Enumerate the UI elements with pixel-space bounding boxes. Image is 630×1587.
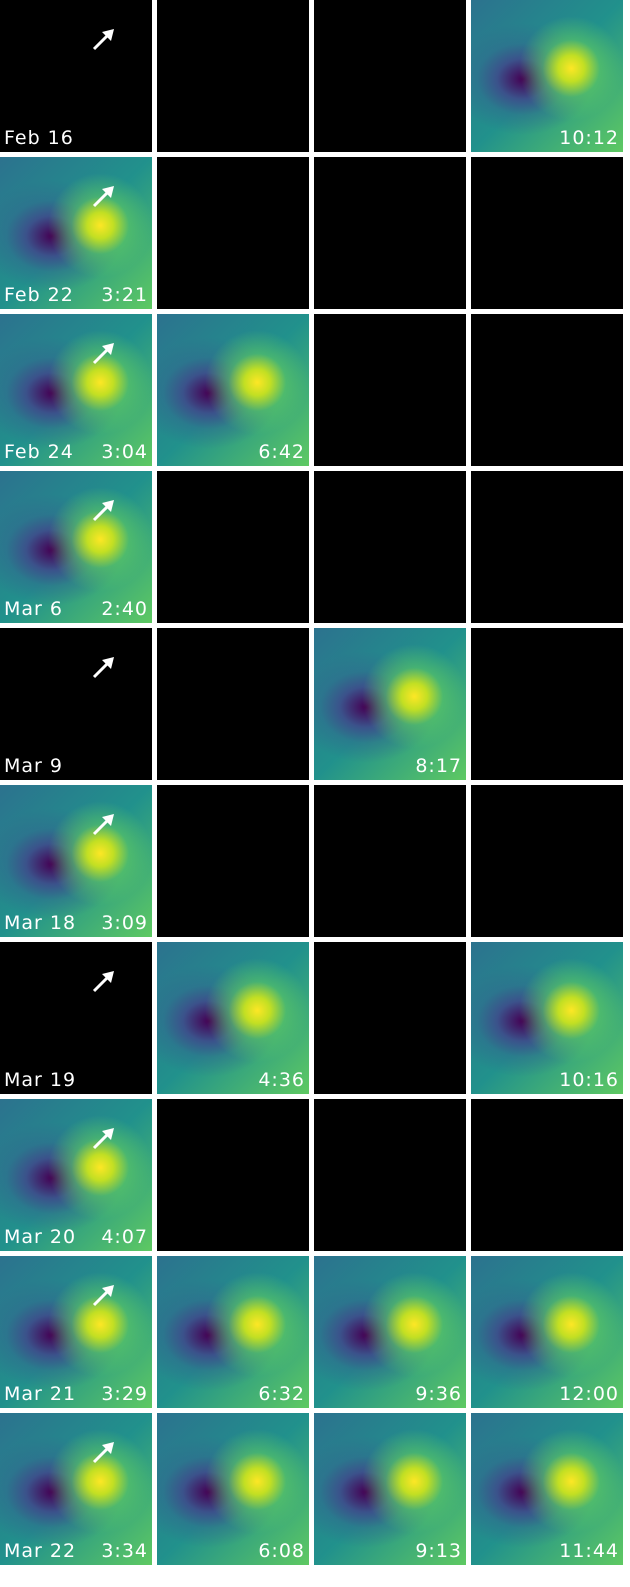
image-panel: 10:12: [471, 0, 623, 152]
time-label: 6:42: [258, 441, 305, 463]
direction-arrow: [88, 25, 118, 55]
time-label: 6:08: [258, 1540, 305, 1562]
date-label: Feb 24: [4, 441, 74, 463]
image-panel: [471, 314, 623, 466]
date-label: Mar 18: [4, 912, 76, 934]
direction-arrow: [88, 1281, 118, 1311]
image-panel: [471, 785, 623, 937]
image-panel: [314, 157, 466, 309]
image-panel: Mar 22 3:34: [0, 1413, 152, 1565]
image-panel: Mar 20 4:07: [0, 1099, 152, 1251]
time-label: 2:40: [101, 598, 148, 620]
image-panel: Mar 18 3:09: [0, 785, 152, 937]
time-label: 6:32: [258, 1383, 305, 1405]
direction-arrow: [88, 1124, 118, 1154]
time-label: 11:44: [559, 1540, 619, 1562]
direction-arrow: [88, 967, 118, 997]
date-label: Mar 9: [4, 755, 63, 777]
image-panel: [471, 157, 623, 309]
image-panel: Feb 16: [0, 0, 152, 152]
image-panel: [471, 628, 623, 780]
image-panel: [471, 1099, 623, 1251]
image-panel: [314, 942, 466, 1094]
time-label: 3:34: [101, 1540, 148, 1562]
image-panel: 8:17: [314, 628, 466, 780]
image-panel: [314, 0, 466, 152]
time-label: 10:12: [559, 127, 619, 149]
image-panel: [157, 0, 309, 152]
image-panel: Feb 24 3:04: [0, 314, 152, 466]
time-label: 10:16: [559, 1069, 619, 1091]
image-panel: Mar 19: [0, 942, 152, 1094]
time-label: 9:13: [415, 1540, 462, 1562]
panel-grid: Feb 16 10:12 Feb 22 3:21 Feb 24 3:04 6:42 Mar 6…: [0, 0, 630, 1587]
date-label: Mar 6: [4, 598, 63, 620]
date-label: Feb 16: [4, 127, 74, 149]
image-panel: [157, 157, 309, 309]
image-panel: Mar 21 3:29: [0, 1256, 152, 1408]
date-label: Mar 21: [4, 1383, 76, 1405]
image-panel: [314, 314, 466, 466]
time-label: 4:07: [101, 1226, 148, 1248]
direction-arrow: [88, 1438, 118, 1468]
image-panel: Feb 22 3:21: [0, 157, 152, 309]
image-panel: 6:08: [157, 1413, 309, 1565]
time-label: 3:04: [101, 441, 148, 463]
date-label: Mar 22: [4, 1540, 76, 1562]
time-label: 3:21: [101, 284, 148, 306]
direction-arrow: [88, 810, 118, 840]
time-label: 12:00: [559, 1383, 619, 1405]
image-panel: Mar 6 2:40: [0, 471, 152, 623]
direction-arrow: [88, 182, 118, 212]
date-label: Feb 22: [4, 284, 74, 306]
image-panel: [157, 628, 309, 780]
direction-arrow: [88, 496, 118, 526]
image-panel: [314, 471, 466, 623]
direction-arrow: [88, 339, 118, 369]
image-panel: [314, 785, 466, 937]
image-panel: [314, 1099, 466, 1251]
time-label: 3:29: [101, 1383, 148, 1405]
time-label: 8:17: [415, 755, 462, 777]
date-label: Mar 19: [4, 1069, 76, 1091]
image-panel: [157, 1099, 309, 1251]
image-panel: Mar 9: [0, 628, 152, 780]
image-panel: [471, 471, 623, 623]
image-panel: 4:36: [157, 942, 309, 1094]
date-label: Mar 20: [4, 1226, 76, 1248]
image-panel: 10:16: [471, 942, 623, 1094]
direction-arrow: [88, 653, 118, 683]
time-label: 4:36: [258, 1069, 305, 1091]
image-panel: [157, 471, 309, 623]
image-panel: [157, 785, 309, 937]
image-panel: 6:32: [157, 1256, 309, 1408]
time-label: 3:09: [101, 912, 148, 934]
image-panel: 11:44: [471, 1413, 623, 1565]
image-panel: 9:36: [314, 1256, 466, 1408]
image-panel: 6:42: [157, 314, 309, 466]
time-label: 9:36: [415, 1383, 462, 1405]
image-panel: 12:00: [471, 1256, 623, 1408]
image-panel: 9:13: [314, 1413, 466, 1565]
